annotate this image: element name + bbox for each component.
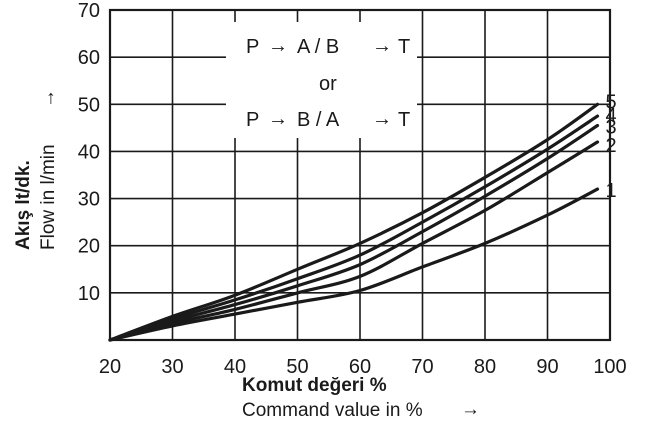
x-tick-labels: 20 30 40 50 60 70 80 90 100 (99, 356, 627, 378)
path-start-2: P (246, 109, 259, 131)
x-tick-label: 70 (411, 356, 433, 378)
series-label-5: 5 (606, 91, 617, 113)
y-tick-label: 70 (78, 0, 100, 22)
series-line-5 (108, 102, 600, 342)
series-line-3 (108, 123, 600, 342)
path-start-1: P (246, 36, 259, 58)
annotation-background (226, 22, 417, 138)
x-tick-label: 40 (224, 356, 246, 378)
y-tick-label: 30 (78, 189, 100, 211)
arrow-right-icon: → (461, 399, 480, 420)
x-axis-title-tr: Komut değeri % (242, 375, 387, 396)
y-axis-title-tr: Akış lt/dk. (13, 160, 34, 250)
y-tick-labels: 10 20 30 40 50 60 70 (78, 0, 100, 305)
series-label-1: 1 (606, 180, 617, 202)
arrow-right-icon: → (372, 108, 392, 130)
arrow-right-icon: → (268, 35, 288, 57)
flow-path-annotation: P → A / B → T or P → B / A → T (226, 22, 417, 138)
plot-frame (108, 8, 612, 342)
x-tick-label: 100 (593, 356, 626, 378)
series-line-2 (108, 140, 600, 342)
arrow-right-icon: → (268, 108, 288, 130)
x-tick-label: 30 (161, 356, 183, 378)
arrow-right-icon: → (372, 35, 392, 57)
series-label-2: 2 (606, 135, 617, 157)
arrow-up-icon: → (38, 89, 59, 108)
x-axis-title-en: Command value in % (242, 400, 423, 421)
path-mid-1: A / B (297, 36, 339, 58)
x-tick-label: 50 (286, 356, 308, 378)
path-mid-2: B / A (297, 109, 340, 131)
series-line-1 (108, 187, 600, 342)
x-tick-label: 90 (536, 356, 558, 378)
series-line-4 (108, 114, 600, 342)
y-tick-label: 10 (78, 283, 100, 305)
curves (108, 102, 600, 342)
y-tick-label: 50 (78, 94, 100, 116)
x-tick-label: 20 (99, 356, 121, 378)
path-end-2: T (398, 109, 410, 131)
x-tick-label: 80 (474, 356, 496, 378)
path-or: or (319, 73, 337, 95)
y-tick-label: 40 (78, 141, 100, 163)
path-end-1: T (398, 36, 410, 58)
y-tick-label: 20 (78, 236, 100, 258)
y-tick-label: 60 (78, 47, 100, 69)
series-label-3: 3 (606, 117, 617, 139)
series-label-4: 4 (606, 105, 617, 127)
x-tick-label: 60 (349, 356, 371, 378)
y-axis-title-en: Flow in l/min (38, 144, 59, 250)
